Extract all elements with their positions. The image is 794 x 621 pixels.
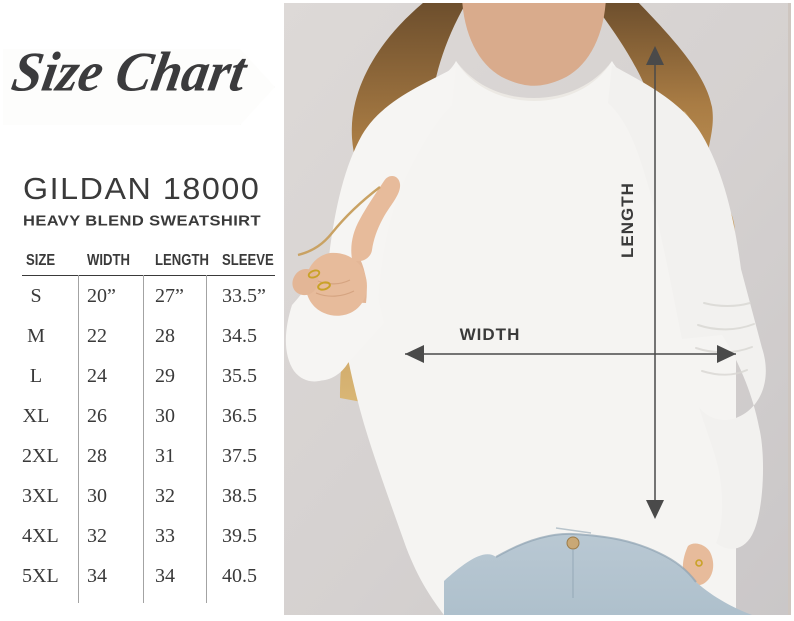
svg-text:LENGTH: LENGTH: [618, 182, 637, 258]
svg-text:WIDTH: WIDTH: [460, 325, 521, 344]
